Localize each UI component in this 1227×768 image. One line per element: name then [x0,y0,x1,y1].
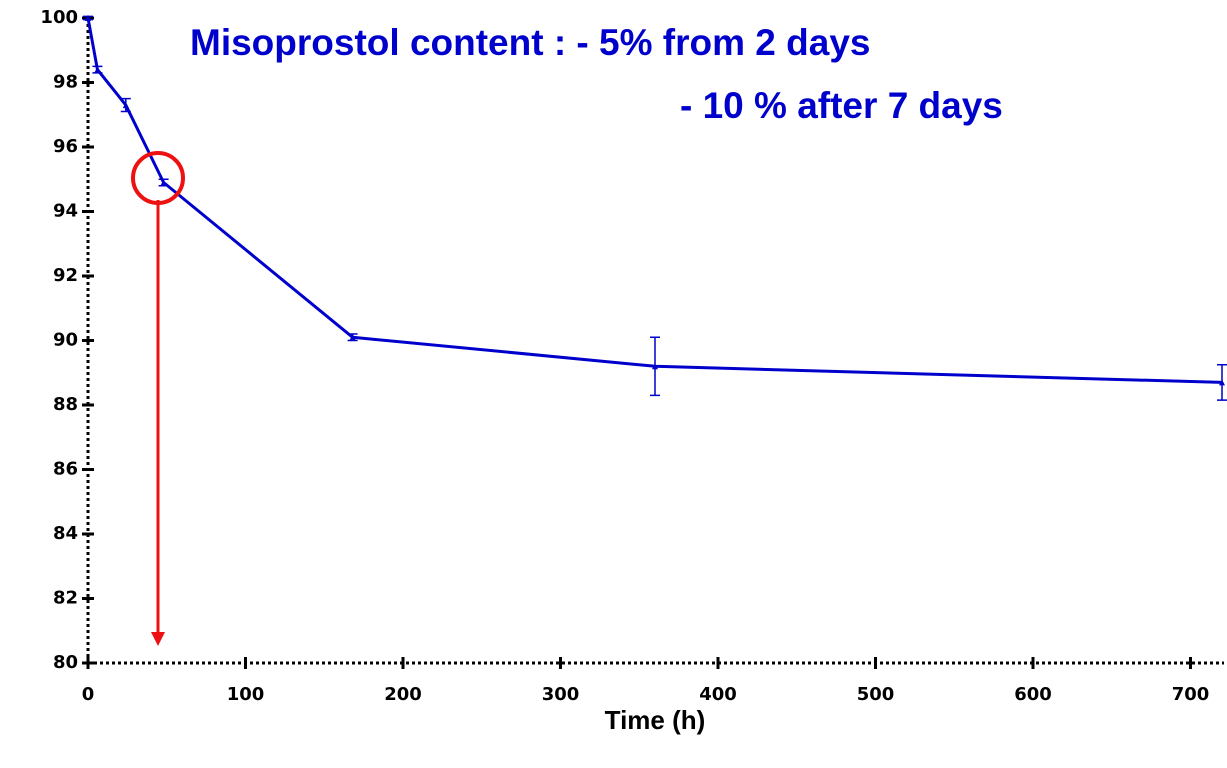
y-tick-label: 96 [53,136,78,157]
y-tick-label: 86 [53,459,78,480]
y-tick-label: 88 [53,394,78,415]
highlight-circle [131,151,185,205]
marker [160,179,167,186]
y-tick-label: 82 [53,588,78,609]
marker [652,363,658,370]
x-axis-label: Time (h) [605,705,706,735]
marker [1219,379,1225,386]
x-tick-label: 500 [857,684,895,705]
line [86,17,1223,384]
y-tick-label: 84 [53,523,78,544]
y-tick-label: 90 [53,330,78,351]
y-tick-label: 92 [53,265,78,286]
x-tick-label: 200 [384,684,422,705]
x-tick-label: 400 [699,684,737,705]
y-tick-label: 94 [53,201,78,222]
y-tick-label: 100 [40,7,78,28]
x-tick-label: 600 [1014,684,1052,705]
y-tick-label: 98 [53,72,78,93]
annotation: - 10 % after 7 days [680,85,1003,126]
x-tick-label: 700 [1172,684,1210,705]
marker [94,66,101,73]
x-tick-label: 300 [542,684,580,705]
x-tick-label: 0 [82,684,95,705]
y-tick-label: 80 [53,652,78,673]
arrow-head [151,632,165,646]
marker [349,334,356,341]
annotation: Misoprostol content : - 5% from 2 days [190,22,870,63]
marker [85,15,91,21]
marker [122,102,129,109]
x-tick-label: 100 [227,684,265,705]
